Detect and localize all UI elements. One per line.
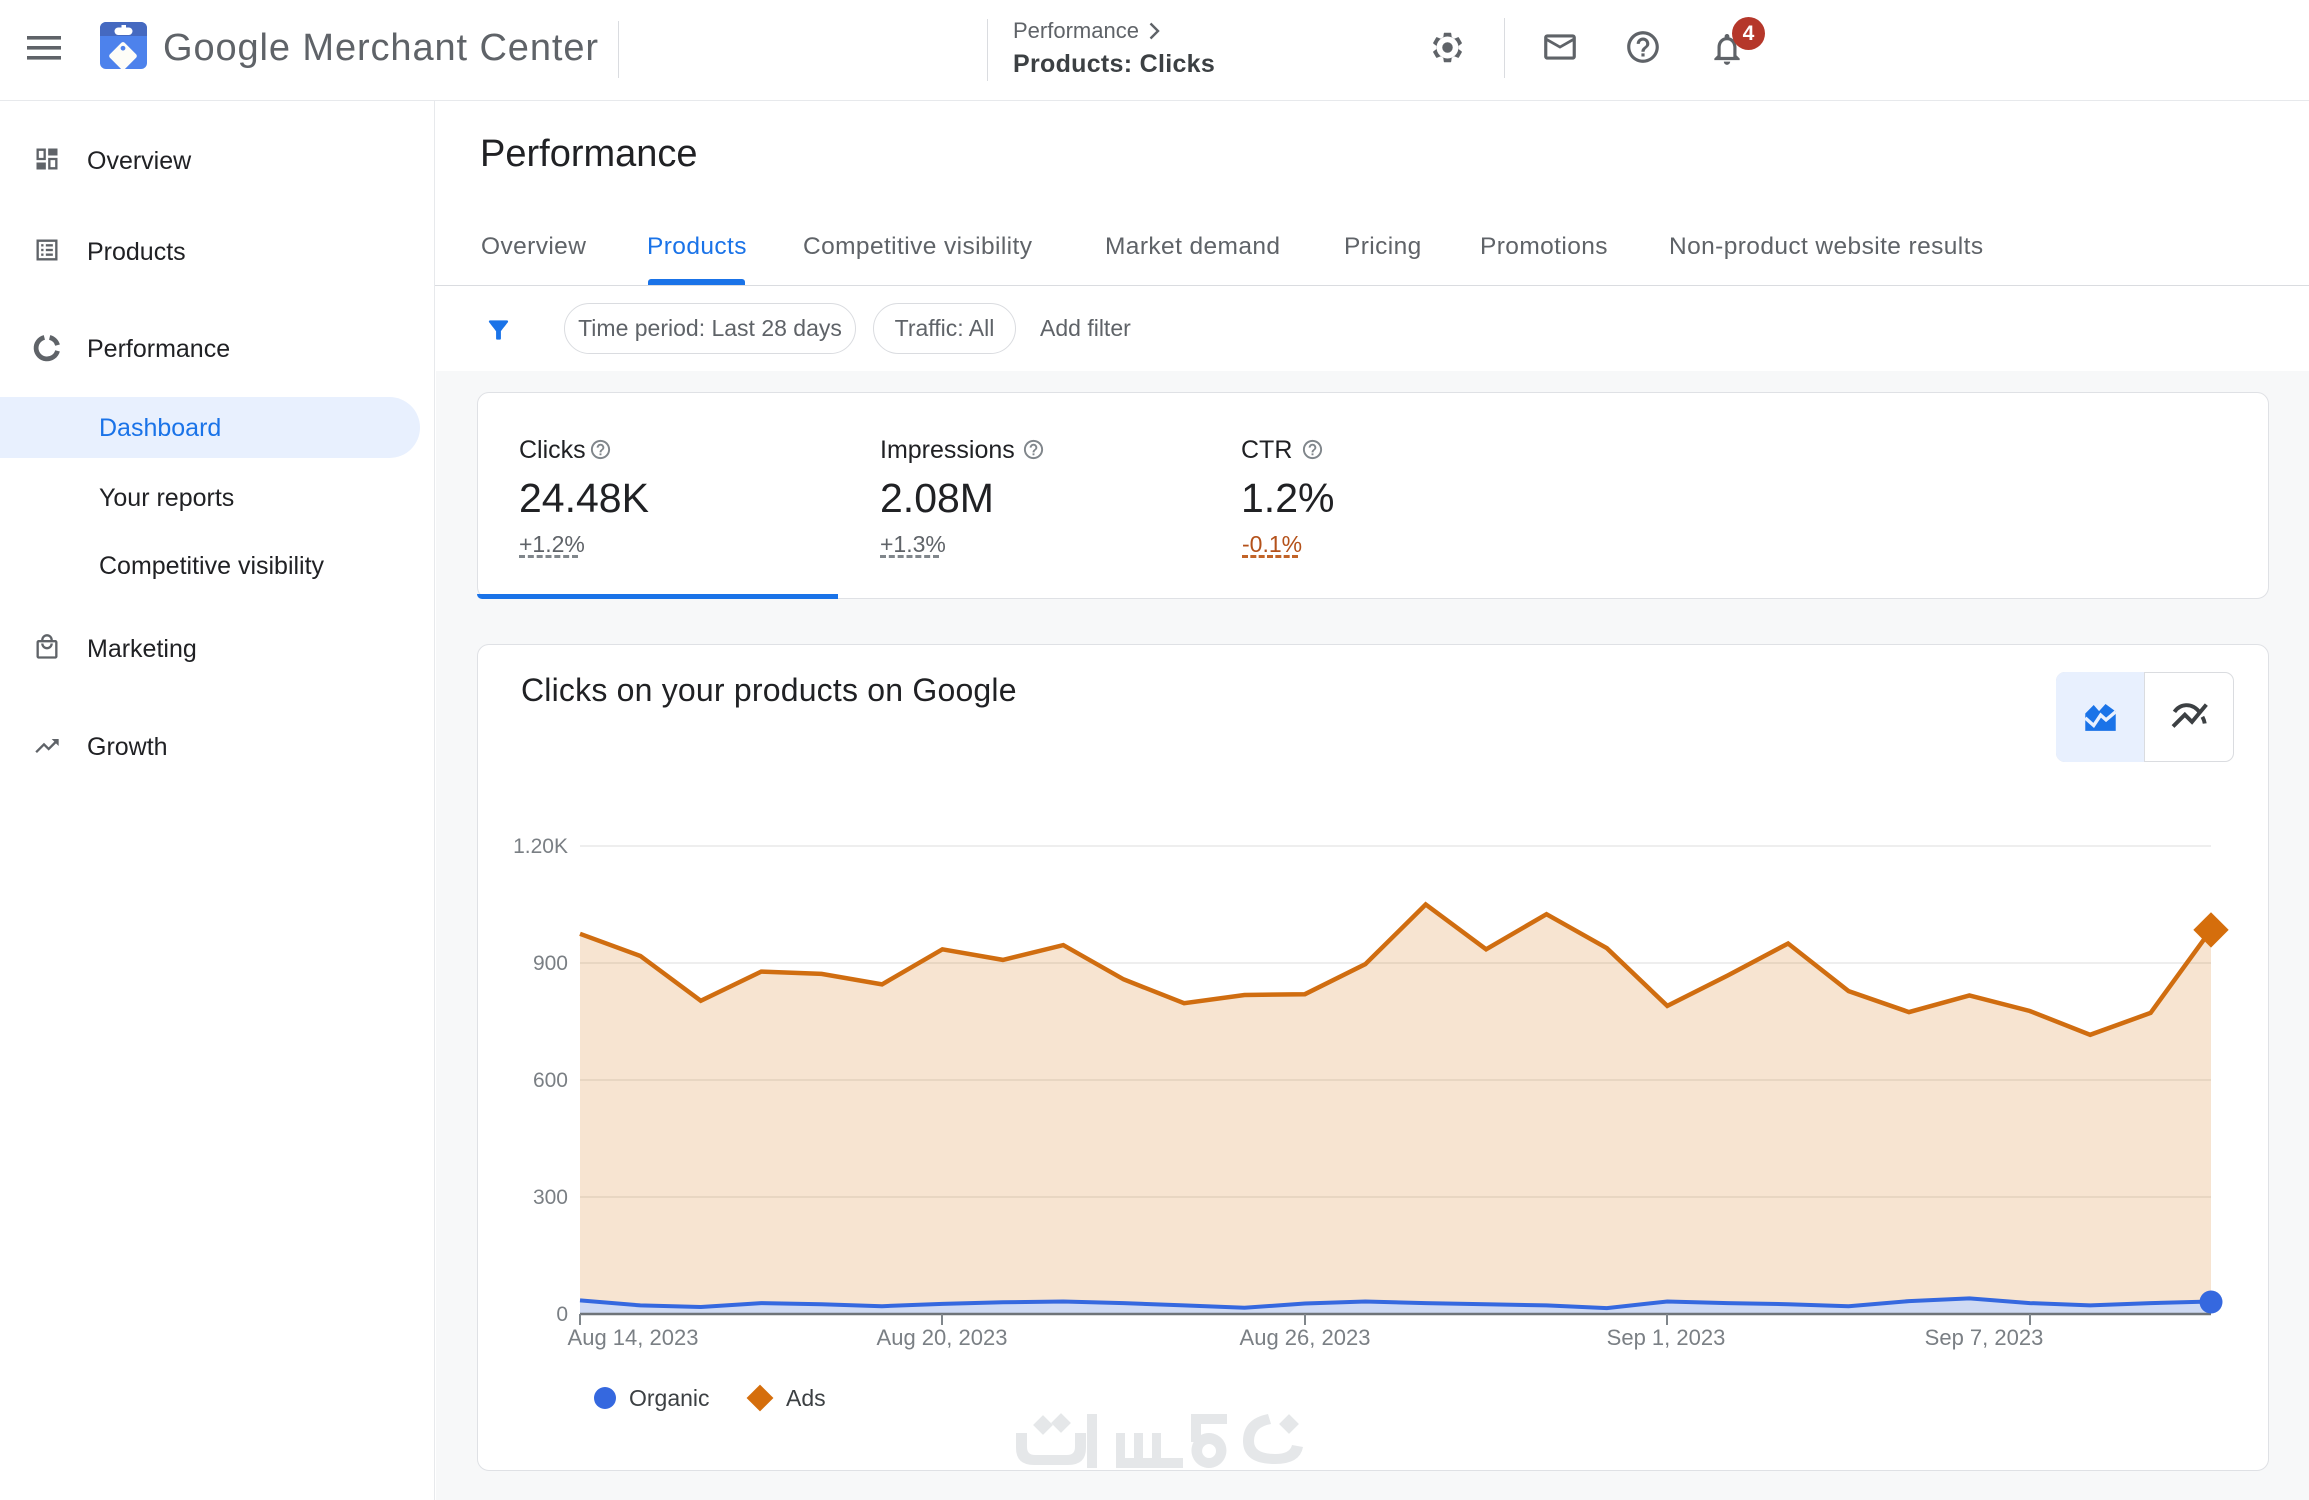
svg-text:Aug 14, 2023: Aug 14, 2023 xyxy=(568,1325,699,1350)
svg-text:900: 900 xyxy=(533,952,568,975)
svg-text:600: 600 xyxy=(533,1069,568,1092)
svg-text:Sep 7, 2023: Sep 7, 2023 xyxy=(1925,1325,2044,1350)
svg-text:1.20K: 1.20K xyxy=(513,835,568,858)
svg-text:Organic: Organic xyxy=(629,1385,710,1411)
svg-text:300: 300 xyxy=(533,1186,568,1209)
svg-text:Sep 1, 2023: Sep 1, 2023 xyxy=(1607,1325,1726,1350)
svg-text:Aug 20, 2023: Aug 20, 2023 xyxy=(877,1325,1008,1350)
svg-text:0: 0 xyxy=(556,1303,568,1326)
svg-text:Aug 26, 2023: Aug 26, 2023 xyxy=(1240,1325,1371,1350)
svg-text:Ads: Ads xyxy=(786,1385,826,1411)
